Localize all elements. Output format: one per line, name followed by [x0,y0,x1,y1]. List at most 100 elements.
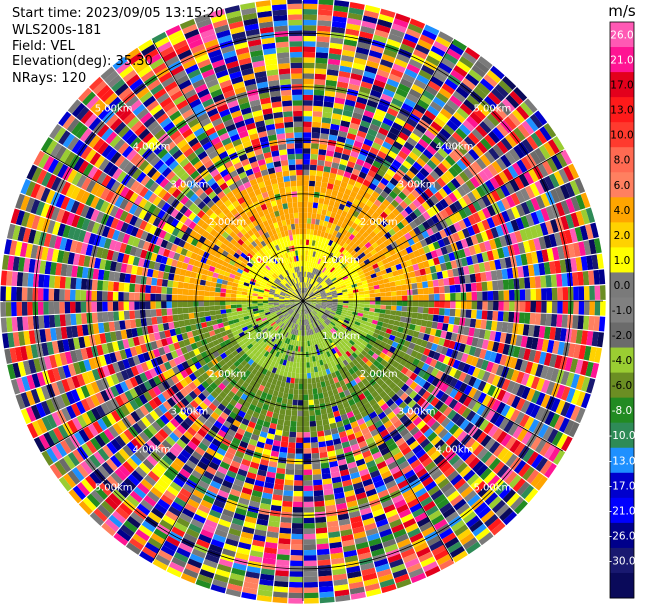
ppi-gate [314,495,324,501]
ppi-gate [470,274,476,283]
ppi-gate [279,409,285,415]
ppi-gate [288,598,303,604]
ppi-gate [280,441,288,447]
ppi-gate [293,496,303,502]
ppi-gate [394,275,400,281]
ppi-gate [296,432,303,438]
ppi-gate [321,414,328,420]
ppi-gate [276,424,283,430]
ppi-gate [300,357,303,362]
ppi-gate [556,274,562,287]
ppi-gate [315,517,326,523]
ppi-gate [151,317,157,325]
ppi-gate [477,292,483,301]
ppi-gate [449,277,455,285]
ppi-gate [298,341,300,346]
ppi-gate [273,591,288,597]
ppi-gate [304,571,317,577]
ppi-gate [303,4,317,10]
ppi-gate [389,282,395,287]
ppi-gate [297,421,303,427]
ppi-gate [317,160,324,166]
ppi-gate [124,311,130,320]
ppi-gate [380,292,386,296]
ppi-gate [318,441,326,447]
ppi-gate [215,306,221,311]
ppi-gate [276,468,285,474]
ppi-gate [303,432,310,438]
ppi-gate [303,175,309,181]
ppi-gate [130,319,136,328]
ppi-gate [309,181,315,187]
ppi-gate [322,204,328,210]
ppi-gate [28,316,34,330]
ppi-gate [433,315,439,322]
ppi-gate [309,186,315,192]
ppi-gate [338,303,343,305]
ppi-gate [276,559,289,565]
ppi-gate [284,388,289,394]
ppi-gate [206,321,212,327]
ppi-gate [291,534,303,540]
ppi-gate [311,143,319,149]
ppi-gate [381,301,386,305]
ppi-gate [305,250,308,256]
ppi-gate [307,229,311,235]
ppi-gate [303,202,308,207]
ppi-gate [293,491,303,497]
ppi-gate [450,301,456,308]
ppi-gate [508,312,514,323]
ppi-gate [215,310,221,315]
ppi-gate [113,311,119,321]
ppi-gate [417,282,423,288]
ppi-gate [287,372,292,378]
ppi-gate [241,301,246,304]
ppi-gate [304,587,318,593]
ppi-gate [395,316,401,322]
ppi-gate [311,448,319,454]
ppi-gate [572,315,578,329]
ppi-gate [321,209,327,215]
ppi-gate [216,314,222,319]
ppi-gate [304,528,315,534]
ppi-gate [429,294,435,300]
ppi-gate [304,475,313,481]
ppi-gate [443,278,449,286]
ppi-gate [290,555,303,561]
ppi-gate [579,286,585,300]
ppi-gate [279,386,285,392]
ppi-gate [475,273,481,282]
ppi-gate [434,308,440,315]
ppi-gate [317,425,324,431]
ppi-gate [390,315,396,320]
ppi-gate [305,341,308,347]
ppi-gate [315,377,320,383]
ppi-gate [365,301,370,304]
ppi-gate [303,218,307,223]
ppi-gate [286,377,291,383]
ppi-gate [524,277,530,288]
ppi-gate [290,426,297,432]
ppi-gate [289,432,296,438]
ppi-gate [236,301,241,304]
ppi-gate [536,301,542,313]
ppi-gate [204,311,210,316]
ppi-gate [303,159,310,165]
ppi-gate [146,318,152,326]
ppi-gate [492,311,498,321]
ppi-gate [281,517,292,523]
ppi-gate [316,533,328,539]
ppi-gate [365,297,370,300]
ppi-gate [292,518,303,524]
ppi-gate [303,346,305,351]
ppi-gate [308,384,313,390]
ppi-gate [493,291,499,301]
ppi-gate [314,399,320,405]
ppi-gate [438,315,444,322]
ppi-gate [391,301,396,306]
ppi-gate [303,379,307,384]
ppi-gate [226,309,232,313]
ppi-gate [310,170,317,176]
ppi-gate [318,154,326,160]
